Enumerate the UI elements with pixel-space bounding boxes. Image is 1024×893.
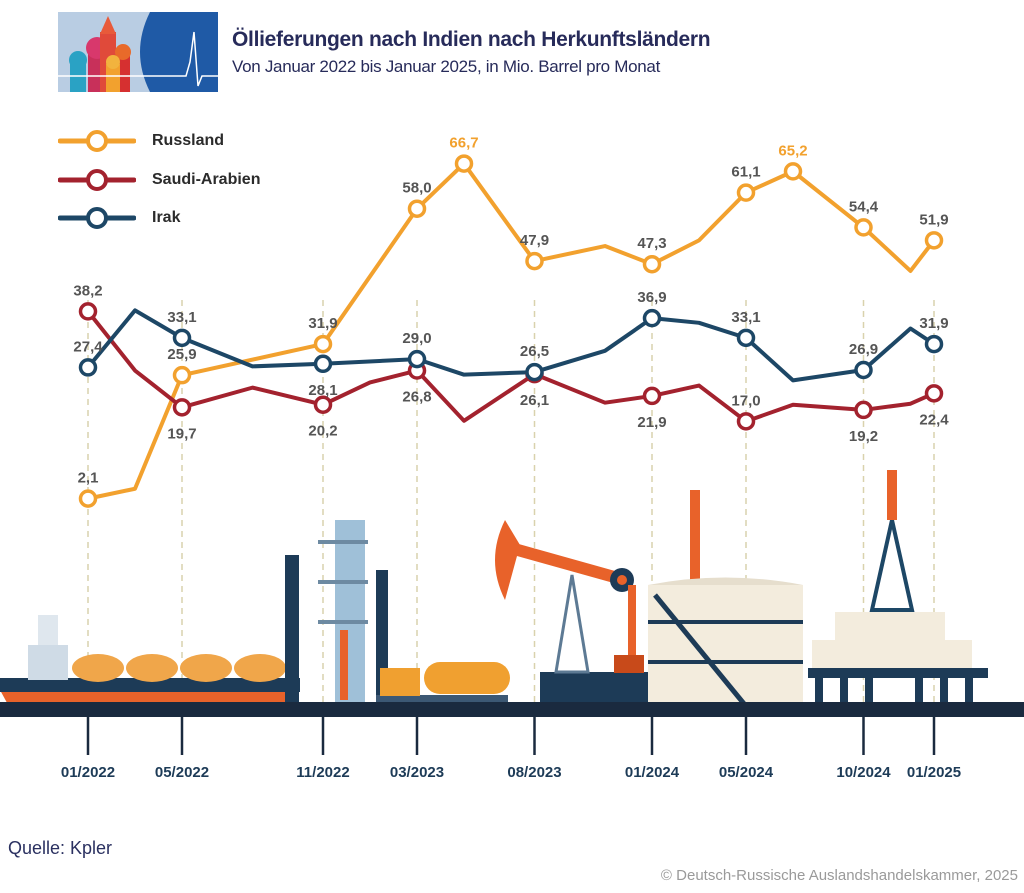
x-tick-label: 05/2022 [155, 764, 209, 781]
legend-item-russland: Russland [58, 122, 260, 161]
data-point [407, 199, 427, 218]
data-label: 47,9 [520, 232, 549, 249]
ground-line [0, 702, 1024, 717]
refinery-column [285, 555, 299, 705]
x-tick-label: 08/2023 [507, 764, 561, 781]
data-label: 33,1 [731, 309, 760, 326]
data-label: 31,9 [308, 315, 337, 332]
data-point [313, 354, 333, 374]
chimney [690, 490, 700, 580]
x-tick-label: 01/2022 [61, 764, 115, 781]
data-label: 61,1 [731, 164, 760, 181]
legend-marker-saudi-arabien [58, 168, 136, 191]
x-tick-label: 10/2024 [836, 764, 891, 781]
series-line-irak [86, 308, 936, 383]
data-label: 38,2 [73, 282, 102, 299]
source-note: Quelle: Kpler [8, 838, 113, 858]
legend-item-irak: Irak [58, 199, 260, 238]
legend-label: Irak [152, 209, 181, 227]
data-label: 26,9 [849, 341, 878, 358]
data-label: 66,7 [449, 135, 478, 152]
data-label: 2,1 [78, 470, 99, 487]
data-label: 20,2 [308, 423, 337, 440]
industrial-illustration [0, 470, 1024, 717]
data-point [525, 362, 544, 382]
series-points [78, 154, 944, 508]
data-label: 26,8 [402, 389, 431, 406]
data-label: 26,5 [520, 343, 549, 360]
data-point [78, 489, 98, 508]
data-label: 22,4 [919, 411, 949, 428]
legend-item-saudi-arabien: Saudi-Arabien [58, 161, 260, 200]
data-point [525, 251, 544, 271]
data-label: 33,1 [167, 309, 196, 326]
data-point [78, 358, 98, 377]
data-label: 29,0 [402, 330, 431, 347]
x-tick-label: 05/2024 [719, 764, 774, 781]
copyright-note: © Deutsch-Russische Auslandshandelskamme… [660, 867, 1018, 884]
legend-marker-irak [58, 207, 136, 230]
data-point [642, 254, 662, 274]
data-point [78, 302, 98, 321]
data-point [736, 183, 756, 202]
legend-marker-russland [58, 130, 136, 153]
data-labels: 2,1 25,9 31,9 58,0 66,7 47,9 47,3 61,1 65,2 54,4 5… [73, 135, 949, 487]
chart-subtitle: Von Januar 2022 bis Januar 2025, in Mio.… [232, 57, 661, 76]
data-label: 17,0 [731, 392, 760, 409]
tanker-truck [376, 695, 508, 705]
data-point [172, 328, 192, 348]
legend-label: Russland [152, 132, 225, 150]
data-point [854, 218, 873, 237]
data-label: 47,3 [637, 235, 666, 252]
pumpjack-beam [498, 539, 627, 586]
storage-tank [648, 585, 803, 705]
data-point [736, 412, 756, 431]
data-point [736, 328, 756, 348]
series-line-russland [87, 161, 936, 501]
oil-platform [808, 668, 988, 678]
guide-lines [87, 300, 935, 702]
x-axis: 01/2022 05/2022 11/2022 03/2023 08/2023 01/20… [61, 717, 961, 781]
data-label: 58,0 [402, 180, 431, 197]
data-label: 25,9 [167, 346, 196, 363]
data-point [924, 231, 944, 250]
data-point [854, 360, 873, 380]
data-point [313, 395, 333, 414]
data-point [783, 162, 803, 181]
chart-title: Öllieferungen nach Indien nach Herkunfts… [232, 28, 711, 51]
x-tick-label: 01/2025 [907, 764, 961, 781]
data-label: 31,9 [919, 315, 948, 332]
x-tick-label: 01/2024 [625, 764, 680, 781]
data-label: 65,2 [778, 142, 807, 159]
x-tick-label: 03/2023 [390, 764, 444, 781]
legend: Russland Saudi-Arabien Irak [58, 122, 260, 238]
legend-label: Saudi-Arabien [152, 170, 261, 188]
data-label: 19,7 [167, 425, 196, 442]
series-lines [86, 161, 936, 501]
data-point [454, 154, 474, 173]
data-point [642, 386, 662, 406]
data-point [172, 365, 192, 385]
refinery-tower [335, 520, 365, 705]
data-point [407, 349, 427, 369]
data-label: 51,9 [919, 211, 948, 228]
data-point [313, 334, 333, 354]
data-point [924, 334, 944, 354]
x-tick-label: 11/2022 [296, 764, 349, 781]
tanker-ship-deck [0, 678, 300, 692]
logo-cathedral-heartbeat [58, 12, 218, 92]
data-label: 54,4 [849, 198, 879, 215]
data-label: 21,9 [637, 414, 666, 431]
data-label: 27,4 [73, 338, 103, 355]
pumpjack-base [540, 672, 652, 705]
data-point [854, 400, 873, 420]
data-label: 19,2 [849, 428, 878, 445]
data-label: 36,9 [637, 289, 666, 306]
data-label: 26,1 [520, 392, 549, 409]
data-point [172, 398, 192, 417]
data-point [924, 384, 944, 403]
data-label: 28,1 [308, 382, 337, 399]
data-point [642, 308, 662, 328]
